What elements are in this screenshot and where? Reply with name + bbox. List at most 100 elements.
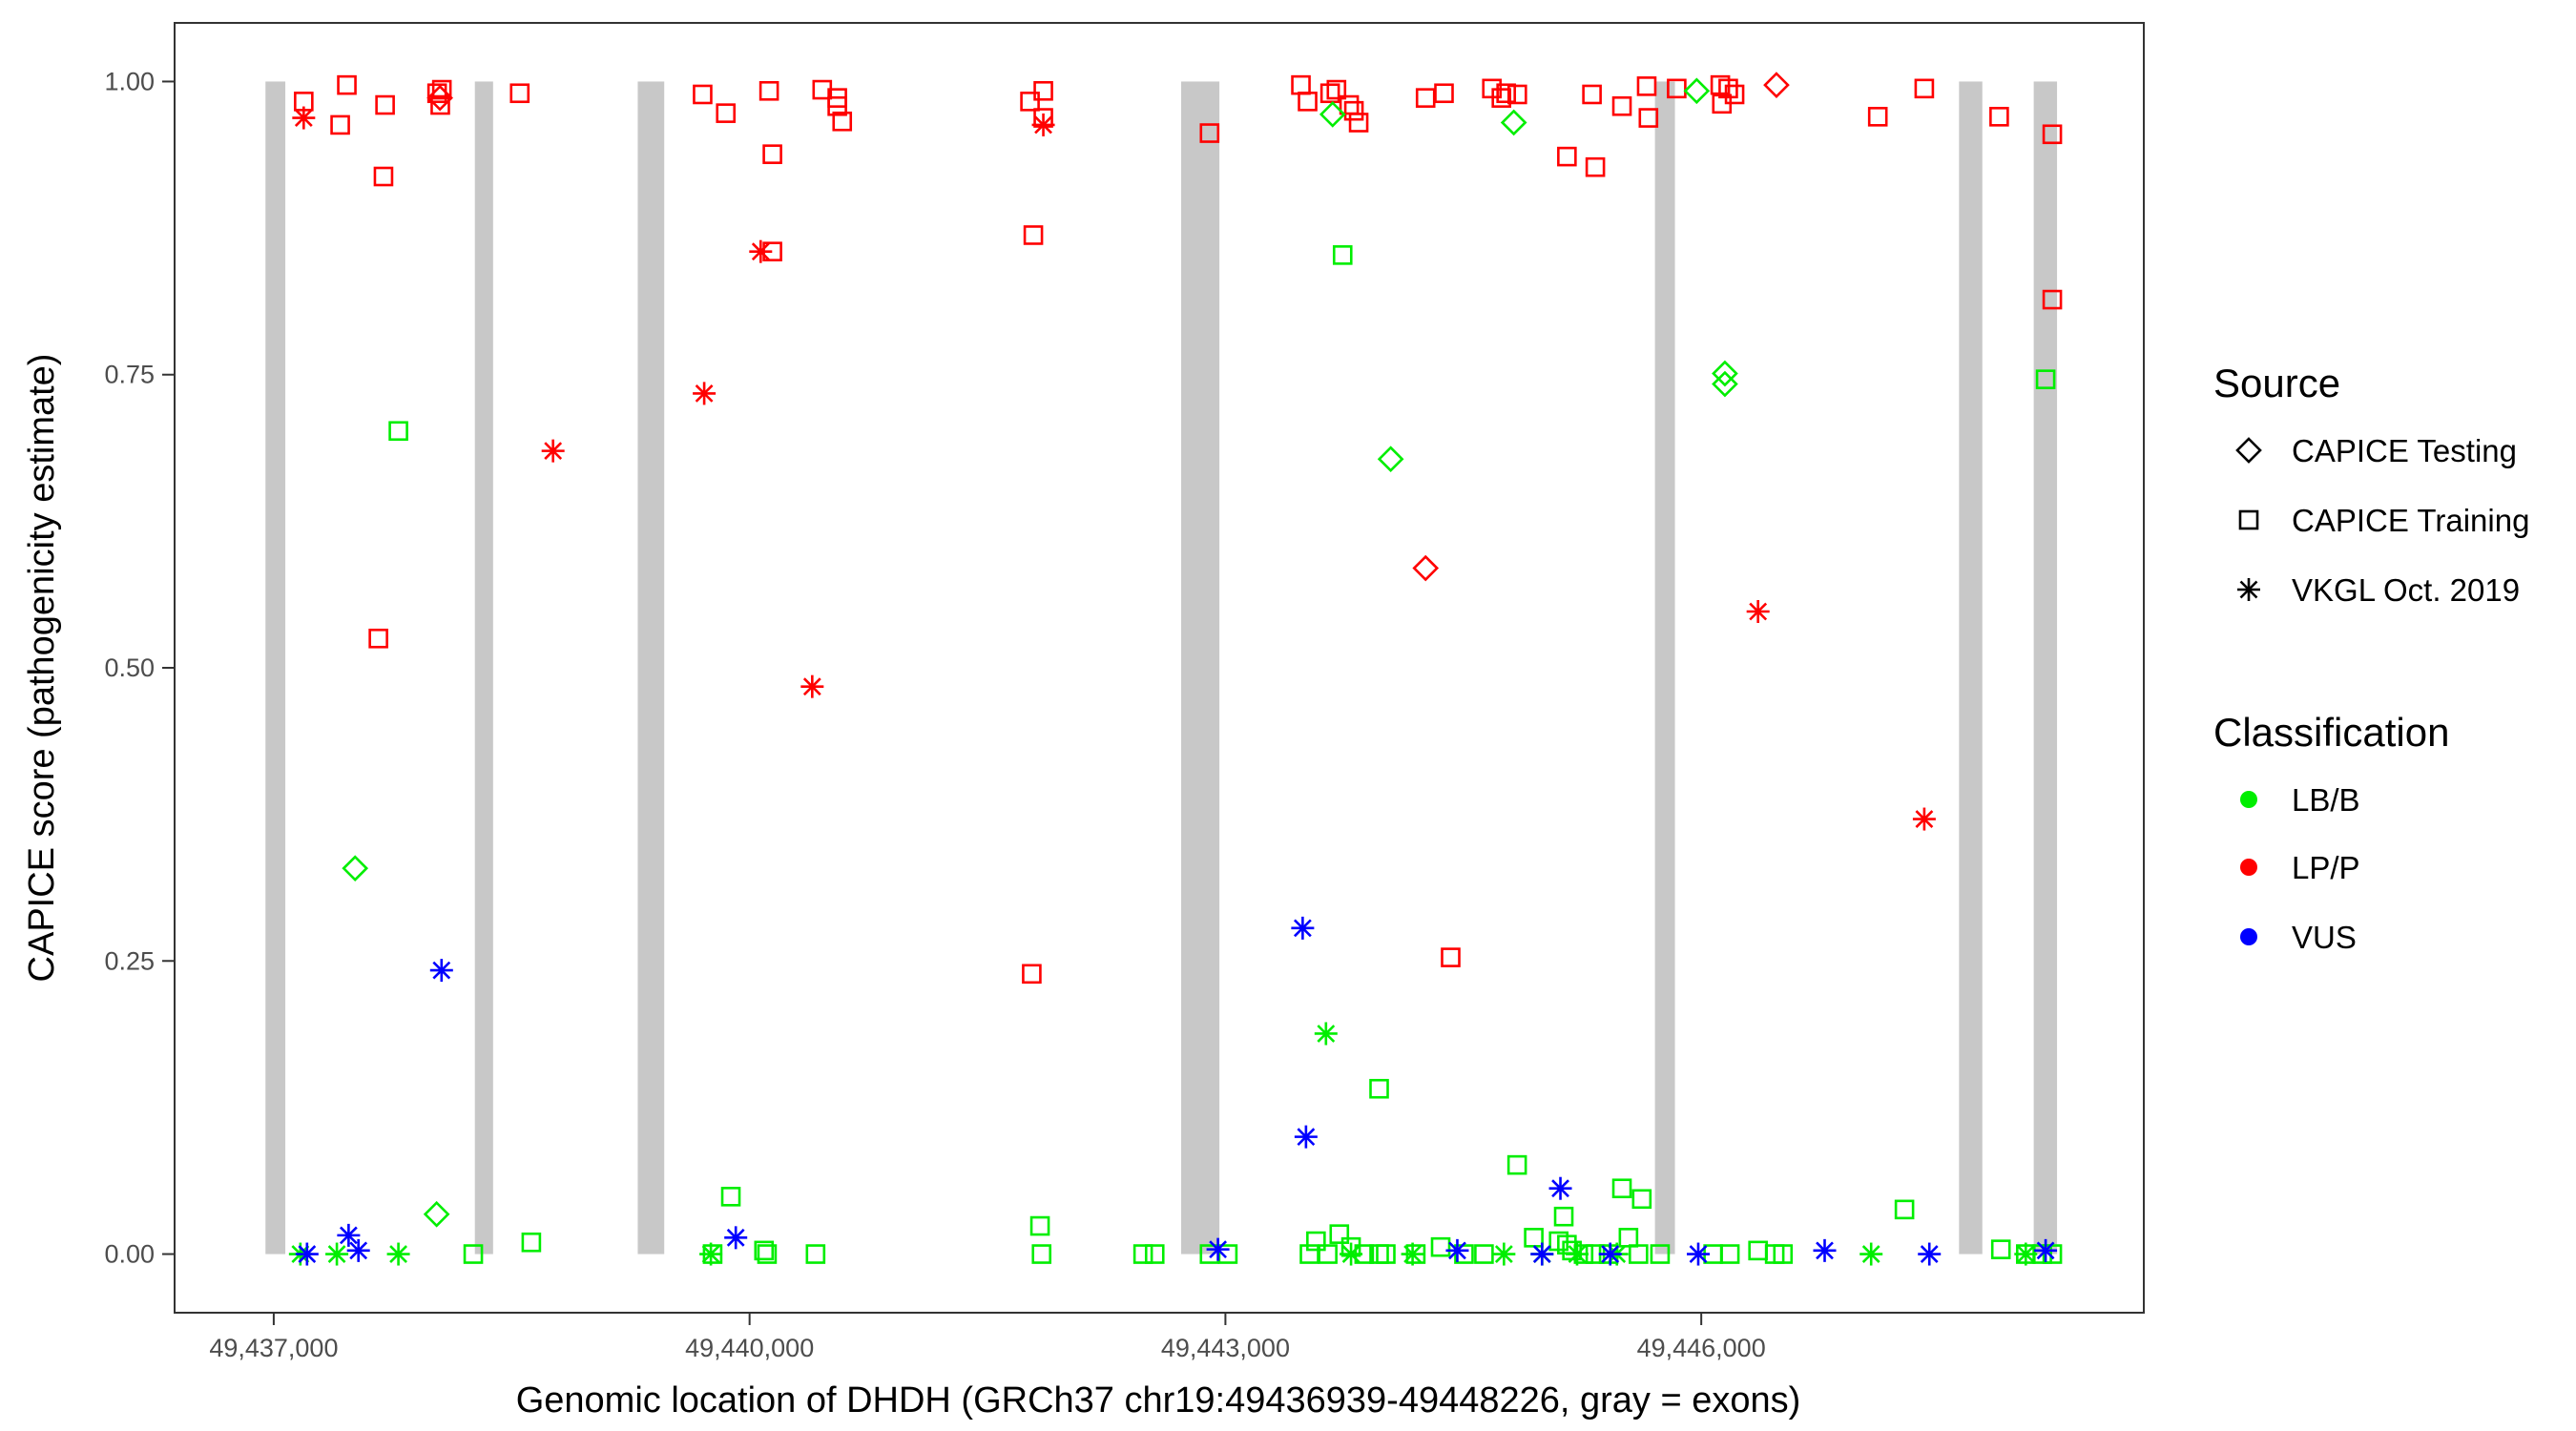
data-point (757, 1244, 778, 1264)
legend-class-label: VUS (2292, 920, 2357, 955)
square-marker (2042, 289, 2063, 310)
data-point (337, 74, 357, 95)
data-point (1496, 83, 1516, 104)
asterisk-stroke (389, 1245, 407, 1263)
data-point (693, 382, 717, 405)
legend-diamond-icon (2235, 437, 2262, 464)
square-marker (1582, 84, 1602, 105)
square-marker (1343, 100, 1364, 121)
data-point (1340, 1242, 1363, 1266)
square-marker (1894, 1199, 1915, 1220)
asterisk-stroke (1341, 1245, 1361, 1263)
data-point (758, 80, 779, 101)
diamond-marker (2235, 437, 2262, 464)
x-tick-label: 49,443,000 (1161, 1334, 1290, 1362)
data-point (1318, 1244, 1338, 1264)
data-point (1650, 1244, 1671, 1264)
square-marker (1022, 964, 1042, 985)
asterisk-stroke (1689, 1245, 1708, 1263)
legend-asterisk-icon (2237, 578, 2260, 601)
x-axis-title: Genomic location of DHDH (GRCh37 chr19:4… (516, 1380, 1801, 1421)
y-tick-label: 0.25 (104, 946, 155, 975)
square-marker (1329, 1224, 1350, 1244)
data-point (1132, 1244, 1153, 1264)
legend-color-dot-icon (2240, 791, 2257, 808)
diamond-marker (423, 1200, 450, 1228)
square-marker (1618, 1228, 1639, 1248)
square-marker (1990, 1239, 2011, 1259)
data-point (1291, 916, 1315, 940)
asterisk-stroke (327, 1245, 346, 1263)
legend-source-title: Source (2213, 361, 2340, 405)
data-point (1712, 360, 1738, 387)
square-marker (1989, 107, 2009, 127)
data-point (832, 111, 853, 132)
data-point (2014, 1242, 2038, 1266)
square-marker (1631, 1189, 1652, 1210)
data-point (2042, 289, 2063, 310)
data-point (521, 1232, 542, 1253)
data-point (749, 239, 773, 263)
square-marker (1506, 1154, 1527, 1175)
data-point (1548, 1176, 1572, 1200)
square-marker (2238, 509, 2259, 530)
square-marker (463, 1244, 484, 1264)
data-point (1445, 1238, 1469, 1262)
square-marker (1638, 108, 1659, 128)
square-marker (330, 114, 350, 135)
square-marker (2042, 124, 2063, 145)
data-point (1506, 1154, 1527, 1175)
square-marker (1491, 88, 1511, 108)
x-axis: 49,437,000 49,440,000 49,443,000 49,446,000 (209, 1313, 1766, 1362)
y-axis: 0.00 0.25 0.50 0.75 1.00 (104, 67, 175, 1269)
square-marker (1585, 156, 1606, 177)
data-point (1348, 113, 1369, 133)
data-point (1377, 446, 1404, 473)
square-marker (754, 1240, 775, 1261)
data-point (330, 114, 350, 135)
data-point (1031, 113, 1055, 136)
y-axis-title: CAPICE score (pathogenicity estimate) (22, 354, 62, 983)
x-tick-label: 49,446,000 (1637, 1334, 1766, 1362)
data-point (1989, 107, 2009, 127)
data-point (2042, 124, 2063, 145)
exon-band (2033, 81, 2058, 1255)
asterisk-stroke (1532, 1245, 1551, 1263)
data-point (342, 855, 369, 882)
diamond-marker (1683, 77, 1711, 105)
asterisk-stroke (1568, 1245, 1587, 1263)
diamond-marker (1763, 72, 1790, 98)
square-marker (1332, 245, 1353, 265)
square-marker (762, 144, 782, 164)
data-point (1326, 79, 1347, 100)
data-point (423, 1200, 450, 1228)
data-point (1343, 100, 1364, 121)
data-point (1557, 146, 1577, 167)
data-point (1441, 947, 1461, 967)
exon-band (265, 81, 286, 1255)
data-point (430, 94, 450, 115)
data-point (720, 1187, 741, 1207)
data-point (1029, 1215, 1050, 1236)
data-point (1492, 1242, 1516, 1266)
data-point (337, 1223, 361, 1247)
square-marker (1507, 84, 1527, 105)
data-point (1990, 1239, 2011, 1259)
square-marker (832, 111, 853, 132)
square-marker (1724, 84, 1745, 105)
data-point (295, 1242, 319, 1266)
data-point (2035, 369, 2056, 389)
data-point (1636, 76, 1657, 96)
square-marker (1023, 225, 1044, 245)
diamond-marker (1319, 101, 1346, 128)
square-marker (1553, 1206, 1574, 1227)
square-marker (1611, 1178, 1632, 1199)
data-point (1022, 964, 1042, 985)
data-point (805, 1244, 826, 1264)
legend: Source Classification CAPICE Testing CAPI… (2213, 361, 2529, 955)
square-marker (757, 1244, 778, 1264)
exon-band (1959, 81, 1983, 1255)
data-point (1565, 1242, 1589, 1266)
data-point (754, 1240, 775, 1261)
data-point (1667, 78, 1687, 99)
